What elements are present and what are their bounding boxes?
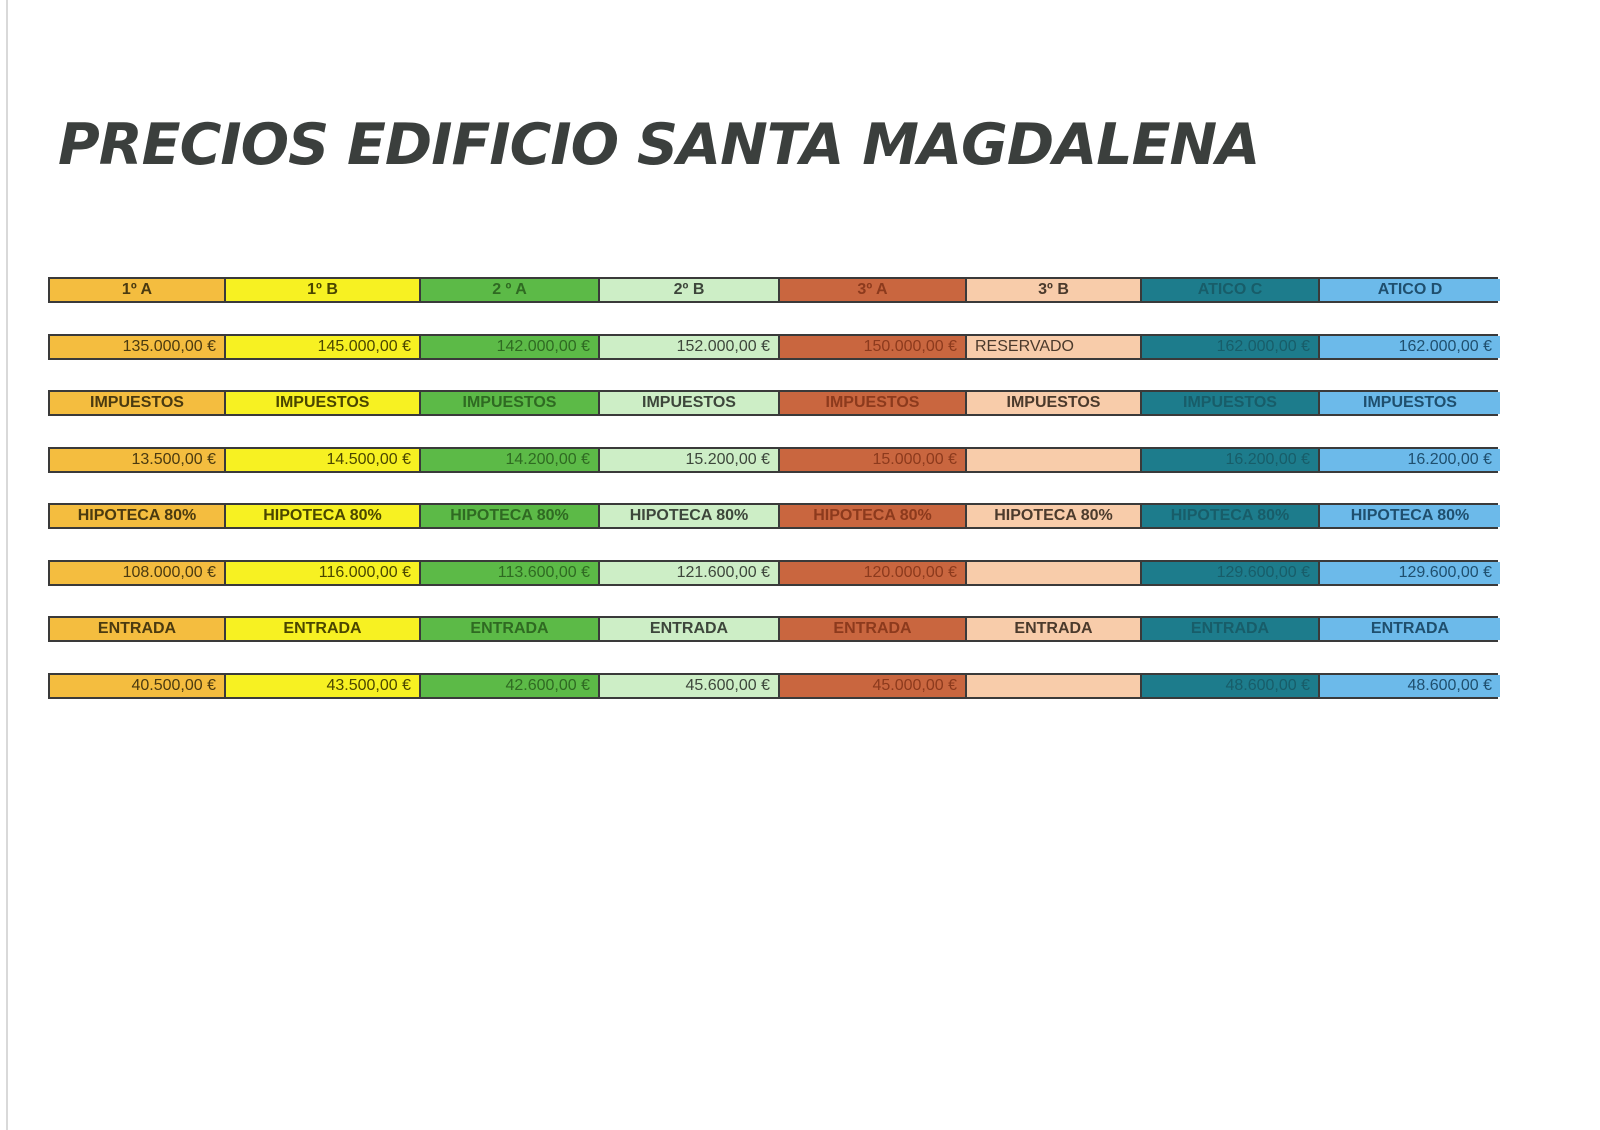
value-cell-3-b: RESERVADO <box>967 336 1142 358</box>
label-cell-1-b: ENTRADA <box>226 618 421 640</box>
value-cell-1-b: 14.500,00 € <box>226 449 421 471</box>
label-cell-1-b: 1º B <box>226 279 421 301</box>
value-cell-3-a: 15.000,00 € <box>780 449 967 471</box>
label-cell-2-b: 2º B <box>600 279 780 301</box>
value-cell-2-b: 15.200,00 € <box>600 449 780 471</box>
value-cell-1-a: 135.000,00 € <box>50 336 226 358</box>
value-cell-3-b <box>967 449 1142 471</box>
value-cell-1-a: 13.500,00 € <box>50 449 226 471</box>
label-cell-3-a: IMPUESTOS <box>780 392 967 414</box>
label-cell-2-b: IMPUESTOS <box>600 392 780 414</box>
label-cell-2-b: HIPOTECA 80% <box>600 505 780 527</box>
value-cell-2-a: 42.600,00 € <box>421 675 600 697</box>
label-cell-atico-c: HIPOTECA 80% <box>1142 505 1320 527</box>
label-cell-2-a: ENTRADA <box>421 618 600 640</box>
value-cell-3-a: 45.000,00 € <box>780 675 967 697</box>
label-cell-atico-d: ENTRADA <box>1320 618 1500 640</box>
page-edge <box>6 0 8 1130</box>
label-cell-3-b: ENTRADA <box>967 618 1142 640</box>
value-cell-3-b <box>967 562 1142 584</box>
label-cell-3-b: 3º B <box>967 279 1142 301</box>
value-cell-atico-d: 129.600,00 € <box>1320 562 1500 584</box>
value-cell-2-b: 121.600,00 € <box>600 562 780 584</box>
label-cell-1-b: IMPUESTOS <box>226 392 421 414</box>
label-cell-3-a: HIPOTECA 80% <box>780 505 967 527</box>
value-cell-2-a: 113.600,00 € <box>421 562 600 584</box>
value-row: 135.000,00 €145.000,00 €142.000,00 €152.… <box>48 334 1500 360</box>
value-cell-atico-c: 129.600,00 € <box>1142 562 1320 584</box>
label-cell-atico-c: ENTRADA <box>1142 618 1320 640</box>
value-cell-atico-d: 48.600,00 € <box>1320 675 1500 697</box>
value-cell-atico-c: 16.200,00 € <box>1142 449 1320 471</box>
value-cell-2-a: 142.000,00 € <box>421 336 600 358</box>
header-row: ENTRADA ENTRADA ENTRADA ENTRADA ENTRADA ENTRA… <box>48 616 1500 642</box>
label-cell-2-a: HIPOTECA 80% <box>421 505 600 527</box>
value-cell-2-a: 14.200,00 € <box>421 449 600 471</box>
label-cell-1-b: HIPOTECA 80% <box>226 505 421 527</box>
header-row: IMPUESTOS IMPUESTOS IMPUESTOS IMPUESTOS IMPU… <box>48 390 1500 416</box>
label-cell-2-b: ENTRADA <box>600 618 780 640</box>
value-cell-atico-c: 48.600,00 € <box>1142 675 1320 697</box>
label-cell-1-a: 1º A <box>50 279 226 301</box>
header-row: HIPOTECA 80% HIPOTECA 80% HIPOTECA 80% HIPO… <box>48 503 1500 529</box>
label-cell-atico-c: IMPUESTOS <box>1142 392 1320 414</box>
label-cell-3-a: 3º A <box>780 279 967 301</box>
label-cell-1-a: IMPUESTOS <box>50 392 226 414</box>
value-cell-atico-d: 16.200,00 € <box>1320 449 1500 471</box>
label-cell-2-a: IMPUESTOS <box>421 392 600 414</box>
label-cell-3-b: IMPUESTOS <box>967 392 1142 414</box>
value-cell-3-b <box>967 675 1142 697</box>
label-cell-2-a: 2 º A <box>421 279 600 301</box>
label-cell-atico-d: ATICO D <box>1320 279 1500 301</box>
value-cell-1-a: 108.000,00 € <box>50 562 226 584</box>
label-cell-3-b: HIPOTECA 80% <box>967 505 1142 527</box>
label-cell-atico-d: HIPOTECA 80% <box>1320 505 1500 527</box>
value-cell-1-b: 43.500,00 € <box>226 675 421 697</box>
value-cell-3-a: 120.000,00 € <box>780 562 967 584</box>
value-cell-atico-d: 162.000,00 € <box>1320 336 1500 358</box>
value-cell-atico-c: 162.000,00 € <box>1142 336 1320 358</box>
page-title: PRECIOS EDIFICIO SANTA MAGDALENA <box>58 112 1260 178</box>
label-cell-3-a: ENTRADA <box>780 618 967 640</box>
value-cell-3-a: 150.000,00 € <box>780 336 967 358</box>
value-cell-2-b: 152.000,00 € <box>600 336 780 358</box>
label-cell-atico-d: IMPUESTOS <box>1320 392 1500 414</box>
value-row: 13.500,00 €14.500,00 €14.200,00 €15.200,… <box>48 447 1500 473</box>
label-cell-1-a: ENTRADA <box>50 618 226 640</box>
value-cell-2-b: 45.600,00 € <box>600 675 780 697</box>
value-row: 40.500,00 €43.500,00 €42.600,00 €45.600,… <box>48 673 1500 699</box>
value-cell-1-b: 116.000,00 € <box>226 562 421 584</box>
value-cell-1-a: 40.500,00 € <box>50 675 226 697</box>
value-cell-1-b: 145.000,00 € <box>226 336 421 358</box>
value-row: 108.000,00 €116.000,00 €113.600,00 €121.… <box>48 560 1500 586</box>
label-cell-atico-c: ATICO C <box>1142 279 1320 301</box>
label-cell-1-a: HIPOTECA 80% <box>50 505 226 527</box>
